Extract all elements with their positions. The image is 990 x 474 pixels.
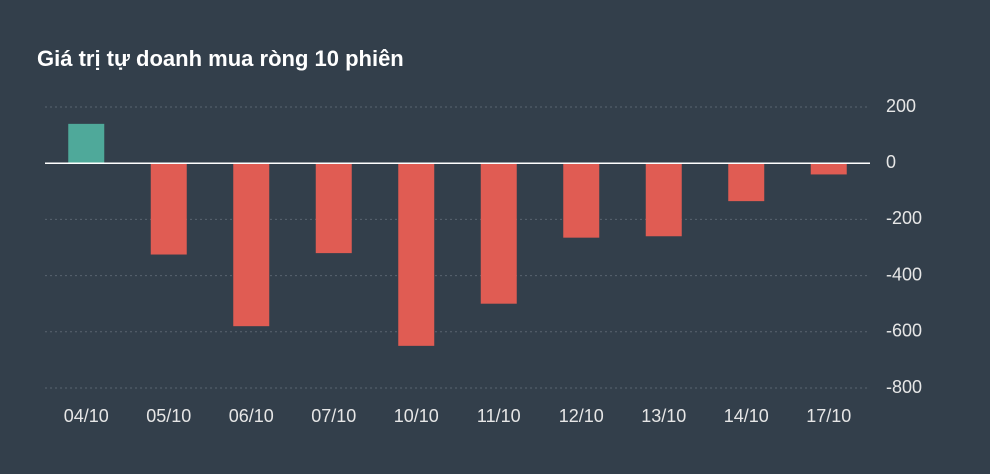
chart-title: Giá trị tự doanh mua ròng 10 phiên bbox=[37, 46, 404, 71]
x-tick-label: 13/10 bbox=[641, 406, 686, 426]
y-tick-label: 200 bbox=[886, 96, 916, 116]
x-tick-label: 07/10 bbox=[311, 406, 356, 426]
bar bbox=[645, 163, 682, 237]
bar bbox=[810, 163, 847, 175]
bar bbox=[480, 163, 517, 304]
bar bbox=[150, 163, 187, 255]
bar bbox=[315, 163, 352, 254]
x-tick-label: 06/10 bbox=[229, 406, 274, 426]
x-tick-label: 17/10 bbox=[806, 406, 851, 426]
y-tick-label: -400 bbox=[886, 264, 922, 284]
bar bbox=[563, 163, 600, 238]
y-tick-label: -200 bbox=[886, 208, 922, 228]
y-tick-label: -800 bbox=[886, 377, 922, 397]
x-tick-label: 05/10 bbox=[146, 406, 191, 426]
x-tick-label: 14/10 bbox=[724, 406, 769, 426]
y-tick-label: -600 bbox=[886, 321, 922, 341]
bar bbox=[728, 163, 765, 202]
y-tick-label: 0 bbox=[886, 152, 896, 172]
x-tick-label: 11/10 bbox=[477, 406, 521, 426]
x-tick-label: 04/10 bbox=[64, 406, 109, 426]
x-tick-label: 10/10 bbox=[394, 406, 439, 426]
bar bbox=[68, 123, 105, 164]
bar bbox=[398, 163, 435, 346]
x-tick-label: 12/10 bbox=[559, 406, 604, 426]
bar bbox=[233, 163, 270, 327]
